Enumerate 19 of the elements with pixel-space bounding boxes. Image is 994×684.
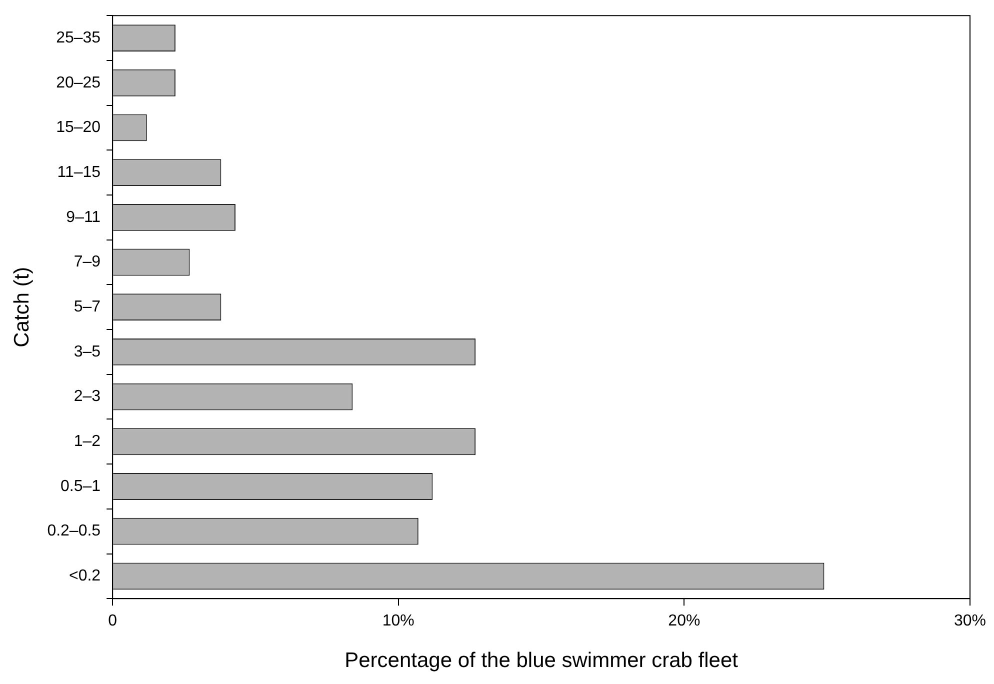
y-tick-label: 25–35 bbox=[56, 29, 101, 46]
x-tick-label: 20% bbox=[668, 612, 700, 630]
y-tick-label: 7–9 bbox=[74, 254, 101, 271]
x-tick-label: 10% bbox=[382, 612, 414, 630]
y-tick-label: 20–25 bbox=[56, 74, 101, 92]
y-tick-label: 9–11 bbox=[66, 208, 101, 226]
y-tick-label: 15–20 bbox=[56, 119, 101, 136]
y-tick-label: 3–5 bbox=[74, 343, 101, 360]
y-tick-label: 2–3 bbox=[74, 388, 101, 406]
y-tick-label: 5–7 bbox=[74, 298, 101, 316]
x-tick-label: 0 bbox=[108, 612, 118, 630]
x-tick-label: 30% bbox=[954, 612, 986, 630]
y-tick-label: 0.2–0.5 bbox=[47, 522, 101, 540]
y-tick-label: 1–2 bbox=[74, 433, 101, 450]
y-tick-label: 0.5–1 bbox=[60, 478, 101, 495]
y-tick-label: 11–15 bbox=[57, 164, 101, 181]
x-axis-title: Percentage of the blue swimmer crab fleet bbox=[344, 649, 738, 672]
y-axis-title: Catch (t) bbox=[10, 266, 34, 348]
y-tick-label: <0.2 bbox=[68, 568, 101, 585]
